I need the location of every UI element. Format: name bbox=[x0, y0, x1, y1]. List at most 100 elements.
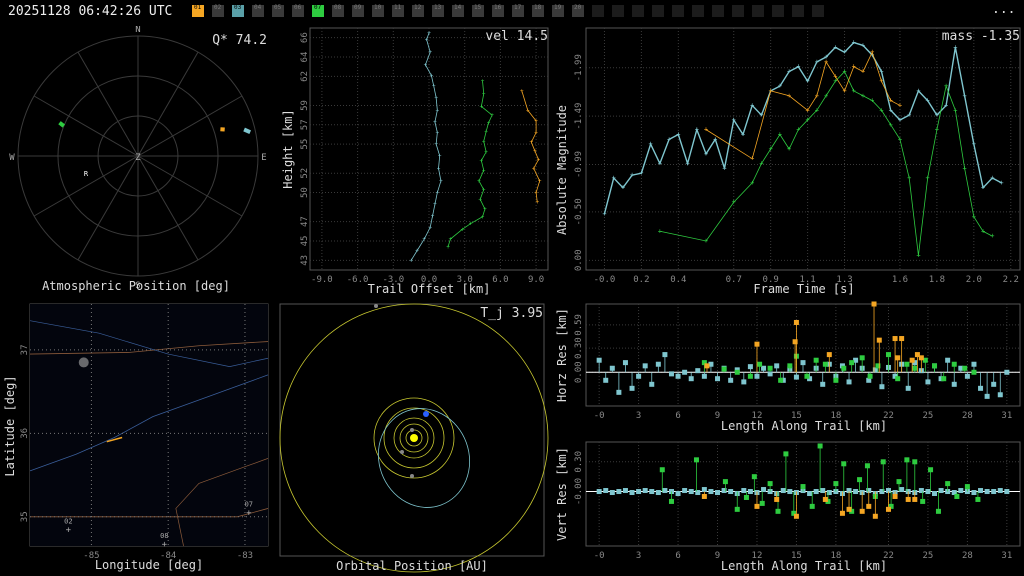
camera-slot-25[interactable] bbox=[672, 5, 684, 17]
camera-slot-16[interactable]: 16 bbox=[492, 4, 504, 17]
residual-point-cam-01 bbox=[892, 493, 898, 499]
residual-point-cam-03 bbox=[899, 487, 905, 493]
residual-point-cam-07 bbox=[920, 498, 926, 504]
camera-slot-10[interactable]: 10 bbox=[372, 4, 384, 17]
residual-point-cam-07 bbox=[701, 360, 707, 366]
camera-slot-26[interactable] bbox=[692, 5, 704, 17]
x-tick-label: 31 bbox=[1001, 411, 1012, 421]
y-tick-label: 52 bbox=[300, 168, 310, 179]
x-tick-label: -84 bbox=[160, 551, 176, 561]
residual-point-cam-07 bbox=[841, 461, 847, 467]
camera-slot-29[interactable] bbox=[752, 5, 764, 17]
camera-slot-15[interactable]: 15 bbox=[472, 4, 484, 17]
mag-point-cam-07: + bbox=[962, 164, 966, 172]
camera-slot-4[interactable]: 04 bbox=[252, 4, 264, 17]
y-tick-label: -0.50 bbox=[574, 198, 584, 225]
polar-spoke bbox=[137, 95, 243, 157]
residual-point-cam-07 bbox=[945, 481, 951, 487]
mag-ylabel: Absolute Magnitude bbox=[555, 105, 569, 235]
height-point-cam-07: + bbox=[481, 78, 485, 85]
camera-slot-1[interactable]: 01 bbox=[192, 4, 204, 17]
camera-slot-27[interactable] bbox=[712, 5, 724, 17]
height-point-cam-03: + bbox=[438, 153, 442, 160]
mag-point-cam-03: + bbox=[685, 160, 689, 168]
residual-point-cam-01 bbox=[895, 355, 901, 361]
height-point-cam-03: + bbox=[430, 72, 434, 79]
camera-slot-20[interactable]: 20 bbox=[572, 4, 584, 17]
polar-spoke bbox=[137, 155, 243, 217]
residual-point-cam-07 bbox=[767, 481, 773, 487]
residual-point-cam-03 bbox=[800, 360, 806, 366]
camera-slot-8[interactable]: 08 bbox=[332, 4, 344, 17]
residual-point-cam-03 bbox=[807, 491, 813, 497]
camera-slot-5[interactable]: 05 bbox=[272, 4, 284, 17]
orbit-outer-planet bbox=[279, 303, 549, 573]
mag-point-cam-03: + bbox=[935, 111, 939, 119]
residual-point-cam-03 bbox=[701, 373, 707, 379]
mag-point-cam-01: + bbox=[806, 106, 810, 114]
mag-point-cam-07: + bbox=[806, 116, 810, 124]
residual-point-cam-03 bbox=[596, 357, 602, 363]
camera-slot-9[interactable]: 09 bbox=[352, 4, 364, 17]
y-tick-label: 43 bbox=[300, 255, 310, 266]
residual-point-cam-03 bbox=[780, 488, 786, 494]
mag-point-cam-03: + bbox=[704, 150, 708, 158]
direction-W: W bbox=[9, 153, 15, 163]
residual-point-cam-07 bbox=[935, 508, 941, 514]
residual-point-cam-07 bbox=[885, 352, 891, 358]
camera-slot-19[interactable]: 19 bbox=[552, 4, 564, 17]
camera-slot-28[interactable] bbox=[732, 5, 744, 17]
residual-point-cam-03 bbox=[708, 489, 714, 495]
residual-point-cam-07 bbox=[864, 463, 870, 469]
x-tick-label: 18 bbox=[830, 551, 841, 561]
residual-point-cam-03 bbox=[761, 365, 767, 371]
residual-point-cam-03 bbox=[885, 488, 891, 494]
mag-point-cam-07: + bbox=[658, 227, 662, 235]
polar-spoke bbox=[33, 155, 139, 217]
height-point-cam-03: + bbox=[439, 178, 443, 185]
residual-point-cam-03 bbox=[636, 489, 642, 495]
height-line-cam-03 bbox=[410, 32, 442, 261]
camera-slot-6[interactable]: 06 bbox=[292, 4, 304, 17]
residual-point-cam-07 bbox=[722, 479, 728, 485]
mag-point-cam-01: + bbox=[870, 48, 874, 56]
residual-point-cam-03 bbox=[668, 371, 674, 377]
camera-slot-24[interactable] bbox=[652, 5, 664, 17]
height-point-cam-03: + bbox=[436, 190, 440, 197]
mag-point-cam-03: + bbox=[953, 43, 957, 51]
vres-frame bbox=[585, 441, 1021, 547]
camera-slot-13[interactable]: 13 bbox=[432, 4, 444, 17]
camera-label: 12 bbox=[414, 4, 422, 11]
camera-slot-18[interactable]: 18 bbox=[532, 4, 544, 17]
x-tick-label: 12 bbox=[752, 411, 763, 421]
camera-slot-12[interactable]: 12 bbox=[412, 4, 424, 17]
menu-button[interactable]: ... bbox=[992, 2, 1016, 17]
camera-slot-22[interactable] bbox=[612, 5, 624, 17]
height-point-cam-07: + bbox=[480, 158, 484, 165]
camera-slot-23[interactable] bbox=[632, 5, 644, 17]
x-tick-label: 15 bbox=[791, 551, 802, 561]
camera-slot-3[interactable]: 03 bbox=[232, 4, 244, 17]
camera-slot-30[interactable] bbox=[772, 5, 784, 17]
residual-point-cam-07 bbox=[833, 377, 839, 383]
residual-point-cam-03 bbox=[761, 487, 767, 493]
camera-slot-11[interactable]: 11 bbox=[392, 4, 404, 17]
residual-point-cam-07 bbox=[734, 369, 740, 375]
mag-point-cam-01: + bbox=[769, 87, 773, 95]
camera-slot-17[interactable]: 17 bbox=[512, 4, 524, 17]
height-line-cam-01 bbox=[521, 90, 541, 203]
mag-point-cam-01: + bbox=[861, 68, 865, 76]
mag-point-cam-03: + bbox=[861, 41, 865, 49]
camera-slot-32[interactable] bbox=[812, 5, 824, 17]
residual-point-cam-01 bbox=[754, 503, 760, 509]
mag-point-cam-03: + bbox=[972, 140, 976, 148]
mag-point-cam-01: + bbox=[824, 58, 828, 66]
camera-slot-14[interactable]: 14 bbox=[452, 4, 464, 17]
height-point-cam-07: + bbox=[484, 149, 488, 156]
camera-slot-31[interactable] bbox=[792, 5, 804, 17]
camera-slot-2[interactable]: 02 bbox=[212, 4, 224, 17]
residual-point-cam-03 bbox=[642, 488, 648, 494]
camera-slot-7[interactable]: 07 bbox=[312, 4, 324, 17]
camera-slot-21[interactable] bbox=[592, 5, 604, 17]
mag-point-cam-03: + bbox=[621, 184, 625, 192]
